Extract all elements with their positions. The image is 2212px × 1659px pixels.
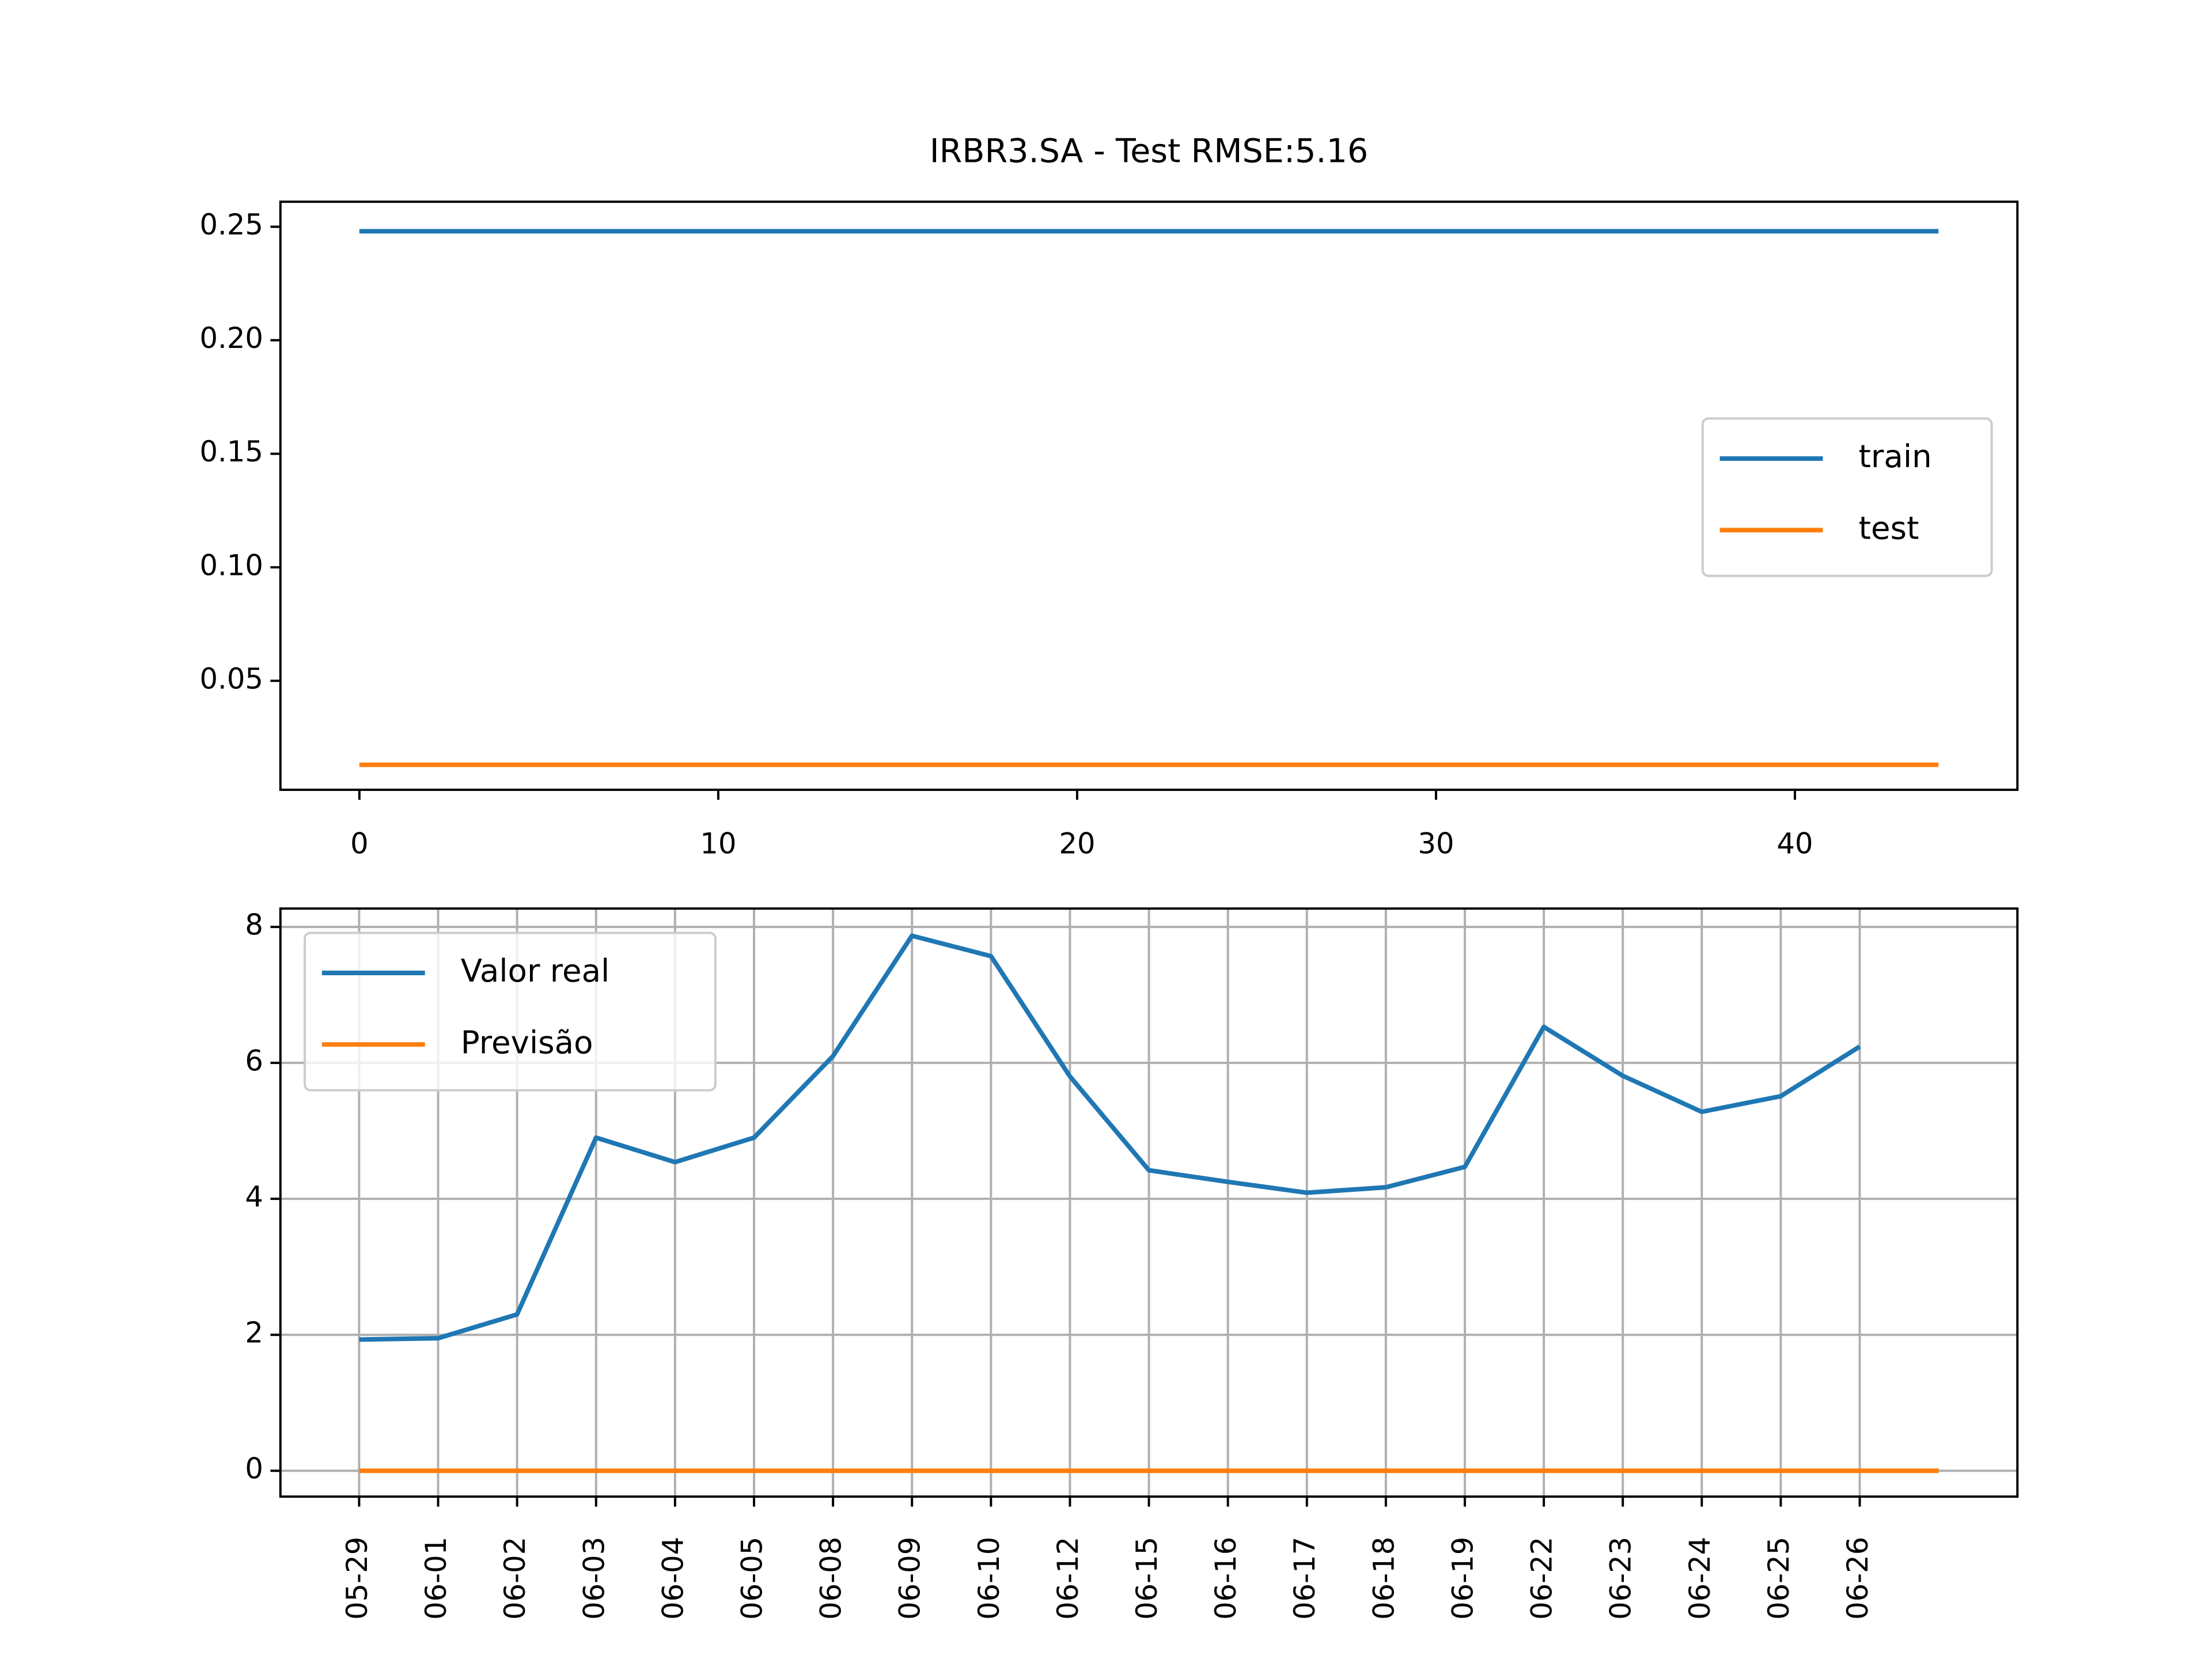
x-tick-label: 40 — [1777, 827, 1813, 860]
x-tick-label: 06-01 — [419, 1537, 453, 1620]
x-tick-label: 06-18 — [1367, 1537, 1400, 1620]
legend-label: Valor real — [461, 952, 610, 989]
x-tick-label: 06-25 — [1762, 1537, 1796, 1620]
x-tick-label: 06-05 — [735, 1537, 768, 1620]
y-tick-label: 0.15 — [199, 435, 263, 468]
legend-box — [1701, 417, 1993, 577]
x-tick-label: 06-22 — [1525, 1537, 1559, 1620]
x-tick-label: 06-10 — [972, 1537, 1006, 1620]
x-tick-label: 20 — [1059, 827, 1095, 860]
chart-title: IRBR3.SA - Test RMSE:5.16 — [930, 132, 1368, 170]
y-tick-label: 0 — [245, 1452, 263, 1486]
x-tick-label: 06-17 — [1288, 1537, 1321, 1620]
x-tick-label: 10 — [700, 827, 736, 860]
x-tick-label: 06-12 — [1051, 1537, 1085, 1620]
x-tick-label: 06-04 — [656, 1537, 690, 1620]
x-tick-label: 06-02 — [498, 1537, 532, 1620]
x-tick-label: 30 — [1418, 827, 1454, 860]
y-tick-label: 2 — [245, 1316, 263, 1350]
legend-label: train — [1858, 438, 1931, 475]
legend-label: test — [1858, 509, 1919, 546]
y-tick-label: 6 — [245, 1044, 263, 1078]
y-tick-label: 0.10 — [199, 548, 263, 582]
x-tick-label: 06-16 — [1209, 1537, 1243, 1620]
x-tick-label: 06-26 — [1841, 1537, 1874, 1620]
x-tick-label: 06-09 — [893, 1537, 927, 1620]
y-tick-label: 4 — [245, 1180, 263, 1214]
axes-frame — [279, 907, 2019, 1498]
series-line — [359, 933, 1861, 1342]
x-tick-label: 0 — [350, 827, 369, 860]
axes-frame — [279, 200, 2019, 791]
y-tick-label: 0.05 — [199, 662, 263, 695]
x-tick-label: 06-03 — [577, 1537, 611, 1620]
y-tick-label: 0.25 — [199, 208, 263, 241]
x-tick-label: 05-29 — [340, 1537, 374, 1620]
y-tick-label: 0.20 — [199, 321, 263, 355]
x-tick-label: 06-15 — [1130, 1537, 1164, 1620]
x-tick-label: 06-24 — [1683, 1537, 1717, 1620]
x-tick-label: 06-19 — [1446, 1537, 1479, 1620]
x-tick-label: 06-08 — [815, 1537, 848, 1620]
x-tick-label: 06-23 — [1604, 1537, 1638, 1620]
legend-label: Previsão — [461, 1024, 593, 1060]
y-tick-label: 8 — [245, 908, 263, 942]
